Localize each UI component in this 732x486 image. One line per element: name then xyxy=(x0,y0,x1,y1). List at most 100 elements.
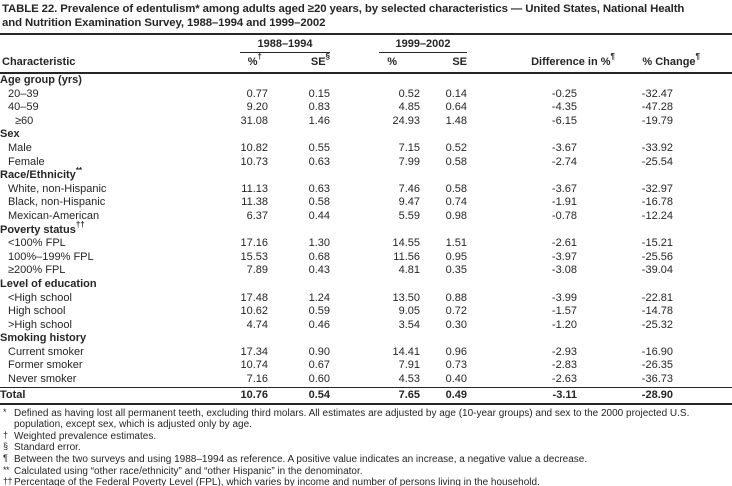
cell-pct1: 10.74 xyxy=(240,359,268,372)
spacer-cell xyxy=(673,319,732,333)
spacer-cell xyxy=(673,305,732,319)
edentulism-table: 1988–1994 1999–2002 Characteristic %† SE… xyxy=(0,35,732,405)
cell-se1 xyxy=(268,224,330,238)
spacer-cell xyxy=(673,156,732,170)
spacer-cell xyxy=(673,224,732,238)
table-row: Current smoker 17.34 0.90 14.41 0.96 -2.93 -16… xyxy=(0,346,732,360)
cell-change: -36.73 xyxy=(641,373,673,386)
col-header-characteristic: Characteristic xyxy=(0,53,228,74)
col-group-1999-2002-label: 1999–2002 xyxy=(379,38,467,53)
cell-se1: 0.54 xyxy=(268,386,330,405)
cell-se1: 0.58 xyxy=(308,196,330,209)
cell-pct1: 0.77 xyxy=(246,87,268,100)
section-row: Poverty status†† xyxy=(0,219,732,238)
group-header-row: 1988–1994 1999–2002 xyxy=(0,35,732,53)
cell-se2 xyxy=(420,128,467,142)
group-header-spacer xyxy=(577,35,673,53)
cell-pct2: 24.93 xyxy=(392,114,420,127)
cell-se2: 0.95 xyxy=(445,250,467,263)
cell-pct1 xyxy=(228,128,268,142)
cell-diff xyxy=(467,278,577,292)
cell-pct2 xyxy=(330,332,420,346)
cell-pct1: 11.38 xyxy=(241,196,268,209)
row-label: Black, non-Hispanic xyxy=(8,196,106,209)
cell-diff: -0.25 xyxy=(551,87,577,100)
cell-diff: -3.97 xyxy=(551,250,577,263)
dagger-footnote-mark: † xyxy=(257,52,262,62)
row-footnote-mark: ** xyxy=(75,165,83,175)
table-row: <High school 17.48 1.24 13.50 0.88 -3.99 -22.8… xyxy=(0,292,732,306)
cell-pct2: 7.65 xyxy=(330,386,420,405)
table-row: 20–39 0.77 0.15 0.52 0.14 -0.25 -32.47 xyxy=(0,88,732,102)
cell-se1 xyxy=(268,73,330,88)
cell-change: -19.79 xyxy=(641,114,673,127)
row-label: Level of education xyxy=(0,277,97,290)
spacer-cell xyxy=(673,264,732,278)
cell-pct2: 9.47 xyxy=(398,196,420,209)
table-title-line1: TABLE 22. Prevalence of edentulism* amon… xyxy=(2,3,685,15)
cell-se2: 0.96 xyxy=(445,345,467,358)
cell-se1 xyxy=(268,278,330,292)
column-header-row: Characteristic %† SE§ % SE Difference in… xyxy=(0,52,732,74)
col-header-pct-1988: %† xyxy=(228,52,268,74)
cell-se1 xyxy=(268,128,330,142)
group-header-spacer xyxy=(467,35,577,53)
spacer-cell xyxy=(673,373,732,387)
col-header-difference: Difference in %¶ xyxy=(467,53,615,74)
cell-pct1 xyxy=(228,73,268,88)
cell-pct1: 6.37 xyxy=(246,209,268,222)
cell-se1 xyxy=(268,169,330,183)
table-row: Mexican-American 6.37 0.44 5.59 0.98 -0.78 -12… xyxy=(0,210,732,224)
footnote: †† Percentage of the Federal Poverty Leve… xyxy=(0,476,732,486)
cell-se2: 0.35 xyxy=(445,264,467,277)
footnotes: * Defined as having lost all permanent te… xyxy=(0,407,732,486)
cell-pct1: 11.13 xyxy=(241,182,268,195)
cell-diff: -3.67 xyxy=(551,182,577,195)
table-body: Age group (yrs) 20–39 0.77 0.15 0.52 0.14 -0.2… xyxy=(0,73,732,405)
spacer-cell xyxy=(673,292,732,306)
cell-pct1 xyxy=(228,224,268,238)
row-label: Female xyxy=(8,155,45,168)
cell-diff: -2.63 xyxy=(551,373,577,386)
footnote-marker: ¶ xyxy=(3,453,8,464)
row-label: Total xyxy=(0,386,228,405)
cell-change: -12.24 xyxy=(641,209,673,222)
cell-pct1 xyxy=(228,332,268,346)
cell-diff: -1.57 xyxy=(551,305,577,318)
cell-pct1: 10.82 xyxy=(240,141,268,154)
cell-change: -28.90 xyxy=(577,386,673,405)
spacer-cell xyxy=(673,359,732,373)
cell-pct2: 14.55 xyxy=(392,237,420,250)
cell-pct1: 17.34 xyxy=(240,345,268,358)
cell-se1: 0.55 xyxy=(308,141,330,154)
row-label: <100% FPL xyxy=(8,237,66,250)
row-footnote-mark: †† xyxy=(75,219,85,229)
cell-change xyxy=(577,73,673,88)
cell-pct2: 13.50 xyxy=(392,291,420,304)
section-row: Smoking history xyxy=(0,332,732,346)
spacer-cell xyxy=(673,142,732,156)
row-label: Mexican-American xyxy=(8,209,100,222)
row-label: ≥60 xyxy=(15,114,34,127)
cell-change: -25.54 xyxy=(641,155,673,168)
row-label: Race/Ethnicity** xyxy=(0,165,83,182)
cell-pct1 xyxy=(228,278,268,292)
table-row: Former smoker 10.74 0.67 7.91 0.73 -2.83 -26.3… xyxy=(0,359,732,373)
cell-diff xyxy=(467,169,577,183)
row-label: Current smoker xyxy=(8,345,84,358)
footnote: § Standard error. xyxy=(0,441,732,454)
table-row: <100% FPL 17.16 1.30 14.55 1.51 -2.61 -15.21 xyxy=(0,237,732,251)
spacer-cell xyxy=(673,278,732,292)
cell-pct2 xyxy=(330,224,420,238)
row-label: Never smoker xyxy=(8,373,77,386)
cell-diff: -3.11 xyxy=(467,386,577,405)
footnote-text: Weighted prevalence estimates. xyxy=(14,430,157,442)
cell-se2 xyxy=(420,332,467,346)
cell-pct1: 10.76 xyxy=(228,386,268,405)
row-label: Poverty status†† xyxy=(0,219,85,236)
col-group-1999-2002: 1999–2002 xyxy=(330,35,467,53)
cell-se1: 0.67 xyxy=(308,359,330,372)
cell-se1: 1.24 xyxy=(308,291,330,304)
cell-se2: 0.73 xyxy=(445,359,467,372)
cell-pct2: 7.46 xyxy=(398,182,420,195)
